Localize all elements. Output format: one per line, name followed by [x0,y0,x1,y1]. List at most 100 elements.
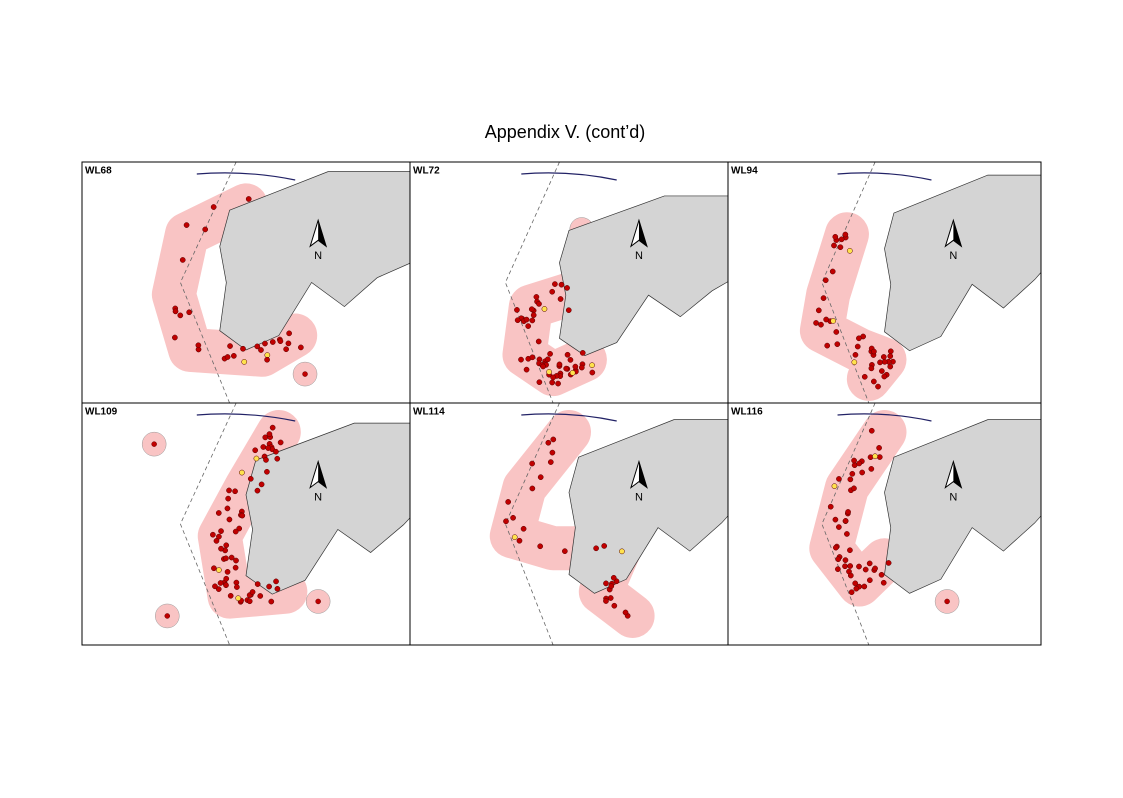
map-panel: N WL109 [81,402,411,646]
land [245,422,410,595]
location [245,196,252,202]
location [529,317,536,324]
location [589,369,596,376]
land [884,419,1041,594]
location [565,307,572,314]
panel-border [727,402,1042,646]
location [505,499,512,505]
location [846,247,853,254]
location [164,613,171,619]
location [832,233,839,240]
location [610,574,617,581]
location [186,309,193,316]
location [258,347,264,353]
location [223,582,229,589]
location [514,317,521,324]
map-panel: N WL114 [409,402,729,646]
location [856,563,862,570]
location [603,580,609,587]
location [213,538,220,544]
land [559,195,728,356]
location [564,285,570,291]
location [264,356,270,363]
location [547,351,553,357]
panel-label: WL114 [413,407,445,418]
location [230,353,237,359]
map-panel: N WL116 [727,402,1042,646]
location [868,365,875,372]
location [601,543,608,549]
location [226,516,233,523]
location [234,584,240,590]
location [866,577,873,584]
location [315,598,321,605]
location [223,555,229,562]
location [151,441,157,447]
location [849,470,856,477]
location [233,557,239,564]
location [852,351,859,358]
location [854,343,861,350]
location [269,339,276,345]
location [829,268,836,275]
location [861,373,868,380]
north-arrow-shade [638,220,647,247]
map-content: N [141,403,410,645]
location [823,316,830,323]
panel-label: WL72 [413,166,440,177]
location [607,595,614,601]
road [521,172,617,181]
location [215,586,222,592]
location [567,357,574,363]
land [884,174,1041,352]
map-panel: N WL68 [81,161,411,404]
location [516,537,523,544]
location [871,348,877,355]
location [877,359,883,366]
location [179,257,186,263]
location [563,365,570,372]
location [544,356,551,363]
land [568,419,728,594]
location [830,318,837,324]
location [847,563,854,569]
location [842,231,849,238]
location [529,460,535,467]
location [831,242,837,249]
location [887,348,894,355]
location [232,528,239,535]
map-content: N [489,403,728,645]
location [252,447,259,454]
location [872,565,878,572]
location [887,353,894,359]
location [608,583,615,589]
location [260,444,267,450]
location [215,510,222,516]
location [283,346,289,353]
map-content: N [809,403,1041,645]
location [273,578,279,585]
location [518,356,524,363]
location [842,518,849,524]
location [564,351,571,358]
location [285,340,292,347]
location [837,244,844,251]
map-panel: N WL94 [727,161,1042,404]
location [547,459,554,465]
location [520,525,527,532]
location [266,583,272,590]
location [836,524,842,530]
location [944,598,950,605]
location [868,466,875,472]
location [217,580,224,586]
road [837,172,932,181]
location [523,316,530,323]
location [842,557,849,563]
location [216,567,222,573]
location [848,589,855,596]
location [183,222,190,228]
location [298,344,304,351]
location [578,364,585,371]
location [859,469,866,476]
road [837,413,932,422]
